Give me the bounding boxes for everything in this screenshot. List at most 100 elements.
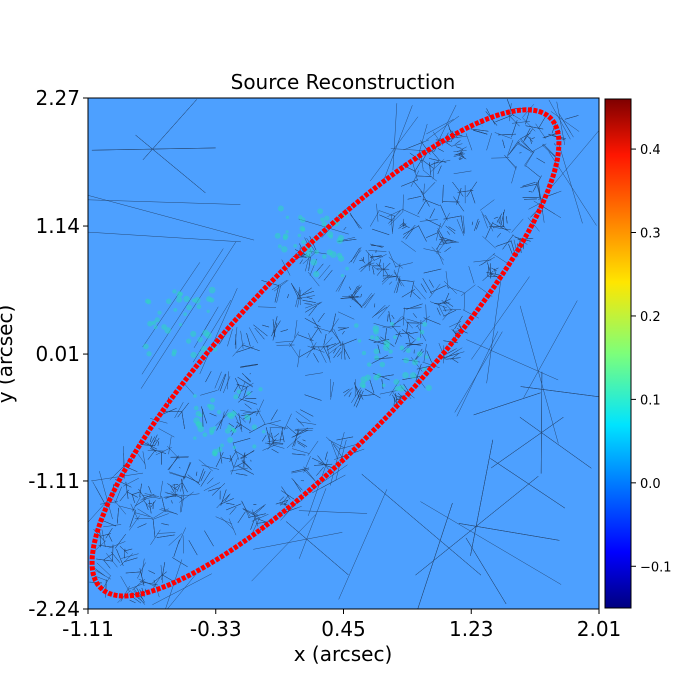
emission-pixel (220, 443, 224, 448)
x-tick-label: 2.01 (577, 617, 622, 641)
emission-pixel (277, 205, 284, 212)
emission-pixel (157, 310, 162, 315)
emission-pixel (298, 215, 303, 220)
emission-pixel (193, 394, 197, 398)
emission-pixel (193, 296, 201, 304)
x-tick-label: -0.33 (190, 617, 242, 641)
colorbar-tick-label: −0.1 (640, 560, 672, 575)
emission-pixel (379, 361, 386, 368)
emission-pixel (320, 217, 325, 222)
x-tick-label: 1.23 (449, 617, 494, 641)
emission-pixel (416, 351, 423, 357)
emission-pixel (232, 445, 237, 450)
emission-pixel (297, 233, 302, 238)
emission-pixel (212, 347, 218, 352)
y-tick-label: -2.24 (28, 597, 80, 621)
emission-pixel (345, 266, 349, 271)
emission-pixel (233, 394, 239, 400)
emission-pixel (389, 321, 394, 326)
caustic-line (89, 107, 562, 599)
emission-pixel (227, 424, 232, 430)
emission-pixel (393, 335, 397, 339)
emission-pixel (369, 335, 375, 340)
emission-pixel (261, 430, 266, 434)
emission-pixel (183, 312, 187, 317)
emission-pixel (314, 249, 320, 255)
colorbar-tick-label: 0.4 (640, 143, 661, 158)
emission-pixel (285, 215, 290, 219)
emission-pixel (419, 329, 425, 335)
emission-pixel (185, 338, 192, 344)
x-axis-ticks: -1.11 -0.33 0.45 1.23 2.01 (62, 609, 621, 641)
emission-pixel (258, 387, 263, 392)
emission-pixel (196, 304, 202, 310)
emission-pixel (193, 436, 197, 440)
emission-pixel (310, 258, 318, 266)
colorbar-tick-label: 0.0 (640, 477, 661, 492)
emission-pixel (209, 297, 215, 303)
emission-pixel (195, 421, 201, 427)
emission-pixel (398, 384, 405, 392)
emission-pixel (224, 428, 231, 434)
colorbar (604, 98, 632, 609)
caustic-curve (89, 107, 562, 599)
emission-pixel (282, 233, 289, 240)
emission-pixel (208, 404, 215, 411)
emission-pixel (205, 331, 212, 339)
emission-pixel (336, 252, 343, 259)
emission-pixel (202, 432, 208, 438)
y-tick-label: -1.11 (28, 469, 80, 493)
emission-pixel (195, 411, 202, 417)
emission-pixel (321, 221, 327, 227)
emission-pixel (405, 347, 411, 353)
emission-pixel (183, 295, 190, 303)
voronoi-mesh (88, 99, 599, 609)
colorbar-tick-label: 0.1 (640, 393, 661, 408)
emission-pixel (217, 446, 223, 453)
emission-pixel (232, 428, 237, 434)
emission-pixel (173, 308, 178, 312)
emission-pixel (399, 345, 405, 351)
emission-pixel (146, 351, 152, 357)
emission-pixel (425, 355, 429, 359)
emission-pixel (317, 208, 324, 215)
emission-pixel (236, 389, 242, 394)
emission-pixel (422, 367, 427, 372)
emission-pixel (165, 298, 172, 305)
y-tick-label: 1.14 (35, 214, 80, 238)
emission-pixel (244, 414, 251, 421)
emission-pixel (210, 397, 216, 403)
emission-pixel (409, 372, 417, 379)
emission-pixel (361, 350, 367, 356)
emission-pixel (376, 373, 381, 378)
emission-pixel (193, 405, 199, 411)
emission-pixel (200, 345, 208, 352)
emission-pixel (252, 444, 257, 449)
colorbar-ticks: −0.1 0.0 0.1 0.2 0.3 0.4 (631, 143, 672, 575)
chart-title: Source Reconstruction (231, 70, 456, 94)
emission-pixel (213, 426, 217, 430)
emission-pixel (361, 384, 366, 389)
emission-pixel (228, 413, 235, 420)
emission-pixel (301, 239, 306, 245)
emission-pixel (154, 317, 160, 323)
emission-pixel (246, 391, 251, 396)
emission-pixel (385, 343, 390, 348)
emission-pixel (212, 448, 219, 455)
source-plane-background (88, 98, 599, 609)
emission-pixel (313, 270, 320, 278)
emission-pixel (206, 309, 210, 313)
emission-pixel (328, 234, 334, 239)
emission-pixel (340, 273, 345, 278)
emission-pixel (161, 324, 167, 330)
emission-pixel (274, 232, 281, 239)
emission-pixel (324, 215, 330, 221)
emission-pixel (360, 376, 368, 383)
emission-pixel (305, 246, 313, 254)
x-axis-label: x (arcsec) (294, 642, 393, 666)
x-tick-label: -1.11 (62, 617, 114, 641)
emission-pixel (326, 249, 333, 256)
emission-pixel (171, 351, 177, 357)
emission-pixel (208, 286, 216, 294)
emission-pixel (216, 409, 222, 415)
